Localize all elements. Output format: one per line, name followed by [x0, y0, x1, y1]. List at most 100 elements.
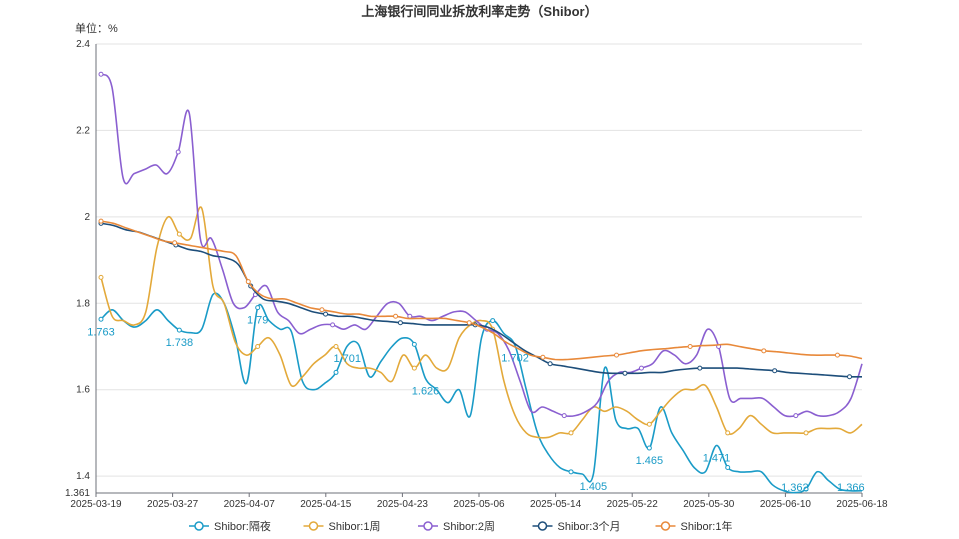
data-point — [772, 368, 778, 374]
series-line — [100, 73, 863, 418]
y-tick-label: 1.4 — [76, 471, 90, 482]
data-point — [803, 486, 809, 492]
data-point — [834, 352, 840, 358]
series-2 — [98, 71, 863, 419]
data-point — [568, 469, 574, 475]
data-point — [466, 320, 472, 326]
data-point — [614, 352, 620, 358]
legend-swatch-marker — [194, 521, 204, 531]
x-tick-label: 2025-05-06 — [453, 499, 505, 510]
x-tick-label: 2025-04-23 — [377, 499, 429, 510]
data-label: 1.465 — [636, 455, 664, 467]
y-tick-label: 1.8 — [76, 298, 90, 309]
series-line — [100, 292, 863, 494]
data-point — [568, 430, 574, 436]
data-point — [646, 421, 652, 427]
data-point — [98, 274, 104, 280]
data-point — [330, 322, 336, 328]
data-point — [172, 240, 178, 246]
data-label: 1.471 — [703, 452, 731, 464]
data-point — [176, 327, 182, 333]
data-point — [561, 413, 567, 419]
y-tick-label: 2.4 — [76, 39, 90, 50]
data-point — [98, 71, 104, 77]
data-labels: 1.763 1.738 1.79 1.701 1.626 1.702 1.405 1.465 1… — [87, 315, 864, 494]
series-4 — [98, 218, 863, 361]
series-line — [100, 220, 863, 361]
x-tick-label: 2025-04-15 — [300, 499, 352, 510]
data-point — [393, 313, 399, 319]
legend-item: Shibor:3个月 — [532, 520, 621, 533]
y-tick-label: 2 — [84, 212, 90, 223]
data-point — [547, 361, 553, 367]
legend-swatch-marker — [537, 521, 548, 531]
data-point — [793, 413, 799, 419]
y-tick-label: 1.6 — [76, 385, 90, 396]
data-point — [397, 320, 403, 326]
data-point — [333, 344, 339, 350]
x-tick-label: 2025-03-27 — [147, 499, 199, 510]
data-point — [98, 218, 104, 224]
data-point — [319, 307, 325, 313]
x-tick-label: 2025-03-19 — [70, 499, 122, 510]
data-label: 1.362 — [781, 482, 809, 494]
data-point — [411, 365, 417, 371]
data-point — [622, 370, 628, 376]
legend-swatch-marker — [423, 521, 433, 531]
legend: Shibor:隔夜 Shibor:1周 Shibor:2周 Shibor:3个月 Shi… — [189, 519, 732, 533]
data-point — [847, 374, 853, 380]
data-point — [255, 344, 261, 350]
data-label: 1.702 — [501, 353, 529, 365]
data-label: 1.701 — [333, 353, 361, 365]
series-3 — [98, 220, 863, 380]
legend-swatch-marker — [660, 521, 671, 531]
legend-label: Shibor:1年 — [681, 519, 733, 533]
data-point — [697, 365, 703, 371]
data-point — [490, 318, 496, 324]
data-point — [176, 231, 182, 237]
x-tick-label: 2025-05-22 — [607, 499, 659, 510]
y-tick-label: 2.2 — [76, 125, 90, 136]
data-label: 1.366 — [837, 482, 865, 494]
legend-item: Shibor:1周 — [303, 520, 381, 533]
data-point — [323, 311, 329, 317]
legend-item: Shibor:隔夜 — [189, 519, 271, 533]
data-point — [245, 279, 251, 285]
legend-label: Shibor:隔夜 — [214, 519, 271, 533]
data-point — [646, 445, 652, 451]
y-tick-label: 1.361 — [65, 488, 90, 499]
data-point — [411, 341, 417, 347]
legend-label: Shibor:1周 — [329, 520, 381, 533]
legend-item: Shibor:1年 — [655, 519, 733, 533]
data-label: 1.79 — [247, 315, 268, 327]
data-point — [255, 305, 261, 311]
data-label: 1.626 — [412, 385, 440, 397]
data-point — [803, 430, 809, 436]
data-point — [333, 369, 339, 375]
data-point — [687, 344, 693, 350]
data-label: 1.763 — [87, 326, 115, 338]
x-tick-label: 2025-06-18 — [836, 499, 888, 510]
series-line — [100, 206, 863, 439]
legend-label: Shibor:3个月 — [558, 520, 621, 533]
data-point — [638, 365, 644, 371]
x-tick-label: 2025-04-07 — [224, 499, 276, 510]
axes: 1.361 1.4 1.6 1.8 2 2.2 2.4 2025-03-19 2025-03-2… — [65, 39, 888, 510]
legend-swatch-marker — [308, 521, 319, 531]
data-point — [540, 354, 546, 360]
data-label: 1.405 — [580, 481, 608, 493]
legend-item: Shibor:2周 — [418, 520, 495, 533]
data-point — [725, 430, 731, 436]
series-0 — [98, 292, 863, 494]
chart-title: 上海银行间同业拆放利率走势（Shibor） — [361, 4, 597, 19]
series-line — [100, 222, 863, 378]
data-point — [175, 149, 181, 155]
x-tick-label: 2025-06-10 — [760, 499, 812, 510]
legend-label: Shibor:2周 — [443, 520, 495, 533]
series-lines — [98, 71, 863, 494]
x-tick-label: 2025-05-14 — [530, 499, 582, 510]
data-point — [98, 316, 104, 322]
unit-label: 单位：% — [75, 21, 118, 35]
x-tick-label: 2025-05-30 — [683, 499, 735, 510]
